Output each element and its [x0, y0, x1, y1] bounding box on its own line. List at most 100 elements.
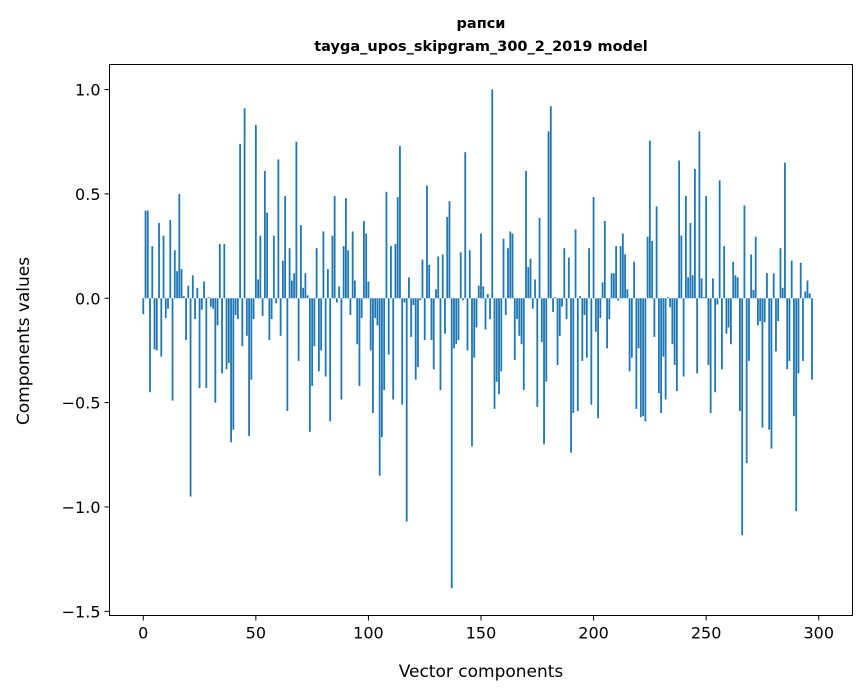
bar-207 [608, 298, 611, 320]
bar-268 [745, 298, 748, 464]
bar-34 [218, 243, 221, 299]
bar-178 [543, 298, 545, 445]
bar-237 [675, 298, 678, 392]
bar-227 [653, 298, 656, 337]
bar-88 [340, 298, 343, 400]
bar-250 [705, 195, 708, 299]
bar-294 [804, 291, 807, 299]
bar-12 [169, 219, 172, 299]
bar-293 [802, 298, 804, 361]
y-tick-label: 1.0 [75, 81, 100, 100]
bar-51 [257, 279, 260, 299]
bar-235 [671, 298, 674, 345]
bar-14 [173, 250, 176, 299]
bar-256 [718, 180, 721, 299]
bar-188 [565, 298, 568, 320]
bar-174 [534, 279, 536, 299]
bar-8 [160, 298, 163, 357]
bar-41 [234, 298, 237, 315]
bar-80 [322, 231, 325, 299]
bar-58 [272, 235, 275, 299]
bar-232 [664, 298, 667, 400]
bar-57 [270, 298, 273, 320]
bar-164 [511, 233, 514, 299]
bar-97 [360, 298, 363, 319]
bar-225 [648, 140, 651, 299]
bar-234 [669, 298, 672, 308]
bar-86 [336, 298, 338, 303]
bar-292 [799, 262, 802, 299]
bar-210 [615, 246, 617, 299]
bar-121 [414, 298, 417, 380]
bar-28 [205, 298, 208, 389]
bar-191 [572, 298, 575, 414]
bar-278 [768, 298, 771, 430]
bar-214 [624, 254, 626, 299]
bar-183 [554, 297, 557, 299]
bar-17 [180, 269, 183, 299]
x-axis-ticks: 0 50 100 150 200 250 300 [138, 615, 834, 643]
y-tick-label: −1.5 [62, 602, 101, 621]
bar-279 [770, 298, 773, 449]
bar-228 [655, 206, 658, 299]
bar-79 [320, 298, 323, 351]
bar-82 [326, 269, 329, 299]
bar-146 [471, 298, 473, 447]
bar-166 [516, 298, 518, 320]
bar-30 [209, 298, 212, 307]
bar-125 [423, 298, 426, 340]
bar-68 [295, 141, 298, 299]
bar-98 [363, 221, 365, 299]
bar-223 [644, 298, 647, 422]
bar-282 [777, 298, 780, 322]
bar-135 [446, 216, 449, 299]
bar-290 [795, 298, 798, 512]
bar-170 [525, 170, 527, 299]
bar-111 [392, 298, 395, 400]
bar-189 [567, 257, 570, 299]
bar-101 [369, 298, 372, 351]
bar-283 [779, 248, 782, 299]
bar-252 [709, 298, 712, 414]
bar-289 [793, 298, 795, 417]
bar-103 [374, 298, 377, 319]
bar-118 [408, 277, 410, 299]
bar-6 [155, 298, 158, 351]
bar-65 [288, 248, 291, 299]
bar-160 [502, 238, 505, 299]
bar-273 [757, 298, 759, 326]
bar-202 [597, 298, 599, 419]
bar-271 [752, 289, 755, 299]
bar-229 [657, 298, 660, 394]
bar-9 [162, 235, 165, 299]
bar-200 [592, 197, 595, 299]
bar-96 [358, 298, 361, 386]
bar-69 [297, 298, 300, 361]
bar-53 [261, 298, 264, 316]
bar-117 [405, 298, 408, 522]
bar-71 [302, 287, 305, 299]
bar-64 [286, 298, 289, 411]
bar-110 [390, 246, 392, 299]
bar-291 [797, 298, 800, 374]
bar-102 [372, 298, 374, 414]
bar-218 [633, 261, 636, 299]
bar-20 [187, 285, 190, 299]
bar-137 [450, 298, 453, 589]
x-tick-label: 300 [803, 624, 834, 643]
bar-91 [347, 250, 350, 299]
bar-93 [351, 231, 354, 299]
bar-297 [811, 298, 813, 380]
bar-253 [712, 278, 714, 299]
bar-26 [200, 298, 203, 310]
bar-212 [619, 246, 622, 299]
bar-84 [331, 235, 334, 299]
bar-72 [304, 273, 307, 299]
bar-261 [730, 298, 732, 345]
bar-281 [775, 298, 777, 352]
bar-203 [599, 298, 602, 319]
bar-230 [660, 298, 663, 414]
bar-172 [529, 258, 532, 299]
bar-81 [324, 298, 327, 377]
x-tick-label: 200 [578, 624, 609, 643]
